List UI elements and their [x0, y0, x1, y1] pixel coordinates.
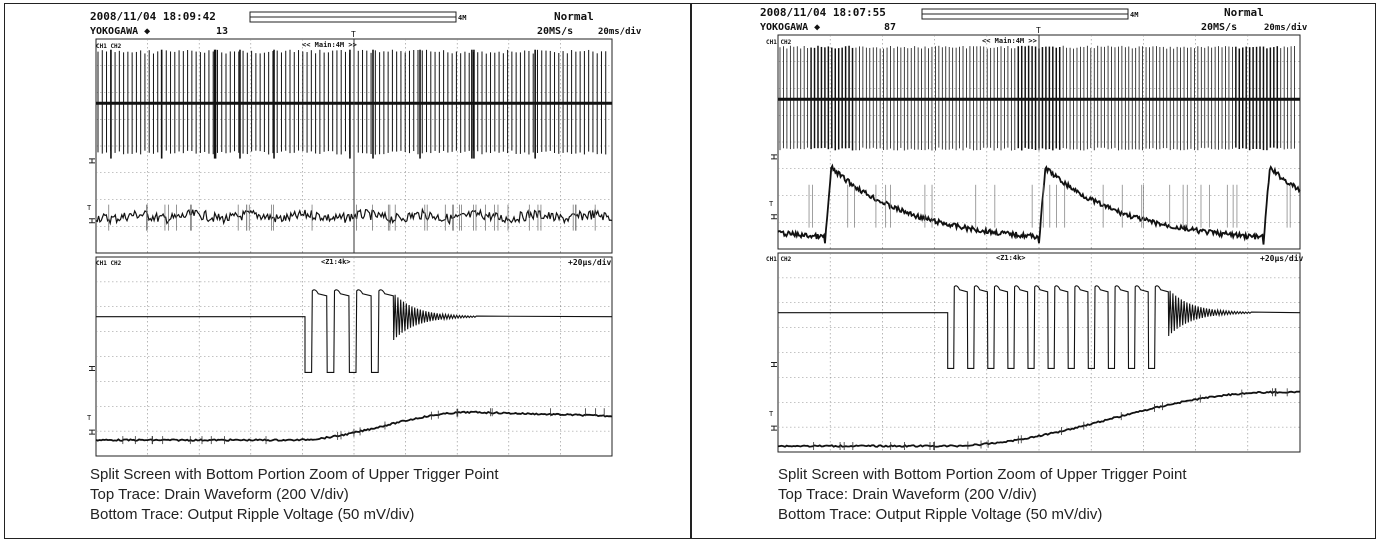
header-datetime: 2008/11/04 18:09:42	[90, 10, 216, 23]
ground-marker	[771, 425, 777, 431]
panel-divider	[690, 3, 692, 539]
scope-screen-2: 2008/11/04 18:07:55 4M Normal YOKOGAWA ◆…	[760, 6, 1308, 453]
ground-marker	[89, 158, 95, 164]
lower-ch-tag: CH1 CH2	[96, 260, 122, 267]
upper-label: << Main:4M >>	[302, 41, 357, 49]
caption-line-2: Top Trace: Drain Waveform (200 V/div)	[90, 486, 349, 503]
header-brand: YOKOGAWA ◆	[760, 22, 820, 33]
upper-display: TT	[87, 30, 613, 254]
ripple-trace	[777, 163, 1301, 245]
header-mode: Normal	[1224, 6, 1264, 19]
upper-ch-tag: CH1 CH2	[766, 39, 792, 46]
header-mode: Normal	[554, 10, 594, 23]
lower-timebase: +20µs/div	[1260, 253, 1304, 263]
ground-marker	[89, 218, 95, 224]
drain-zoom-trace	[778, 285, 1301, 369]
caption-line-3: Bottom Trace: Output Ripple Voltage (50 …	[778, 506, 1103, 523]
ground-marker	[771, 361, 777, 367]
upper-display: TT	[769, 26, 1301, 250]
scope-panel-2: 2008/11/04 18:07:55 4M Normal YOKOGAWA ◆…	[694, 3, 1374, 539]
header-timebase: 20ms/div	[598, 26, 642, 37]
caption-line-1: Split Screen with Bottom Portion Zoom of…	[778, 466, 1187, 483]
figure-caption: Split Screen with Bottom Portion Zoom of…	[778, 465, 1187, 525]
header-sample-rate: 20MS/s	[1201, 22, 1237, 33]
lower-ch-tag: CH1 CH2	[766, 256, 792, 263]
scope-screen-1: 2008/11/04 18:09:42 4M Normal YOKOGAWA ◆…	[87, 10, 642, 457]
ground-marker	[89, 429, 95, 435]
figure-caption: Split Screen with Bottom Portion Zoom of…	[90, 465, 499, 525]
header-timebase: 20ms/div	[1264, 22, 1308, 33]
ripple-channel-marker: T	[769, 410, 774, 418]
header-datetime: 2008/11/04 18:07:55	[760, 6, 886, 19]
ground-marker	[89, 365, 95, 371]
ripple-channel-marker: T	[769, 200, 774, 208]
caption-line-2: Top Trace: Drain Waveform (200 V/div)	[778, 486, 1037, 503]
lower-timebase: +20µs/div	[568, 257, 612, 267]
memory-label: 4M	[458, 14, 466, 22]
caption-line-3: Bottom Trace: Output Ripple Voltage (50 …	[90, 506, 415, 523]
ripple-channel-marker: T	[87, 204, 92, 212]
trigger-marker: T	[351, 30, 356, 39]
lower-display: T	[769, 252, 1301, 453]
ripple-channel-marker: T	[87, 414, 92, 422]
header-acq-count: 87	[884, 22, 896, 33]
header-acq-count: 13	[216, 26, 228, 37]
memory-label: 4M	[1130, 11, 1138, 19]
drain-zoom-trace	[96, 289, 613, 373]
ground-marker	[771, 214, 777, 220]
upper-label: << Main:4M >>	[982, 37, 1037, 45]
upper-ch-tag: CH1 CH2	[96, 43, 122, 50]
ripple-zoom-trace	[777, 390, 1300, 448]
caption-line-1: Split Screen with Bottom Portion Zoom of…	[90, 466, 499, 483]
lower-label: <Z1:4k>	[321, 258, 351, 266]
lower-display: T	[87, 256, 613, 457]
header-sample-rate: 20MS/s	[537, 26, 573, 37]
grid	[96, 257, 612, 456]
lower-label: <Z1:4k>	[996, 254, 1026, 262]
grid	[778, 253, 1300, 452]
trigger-marker: T	[1036, 26, 1041, 35]
scope-panel-1: 2008/11/04 18:09:42 4M Normal YOKOGAWA ◆…	[6, 3, 686, 539]
header-brand: YOKOGAWA ◆	[90, 26, 150, 37]
ground-marker	[771, 154, 777, 160]
